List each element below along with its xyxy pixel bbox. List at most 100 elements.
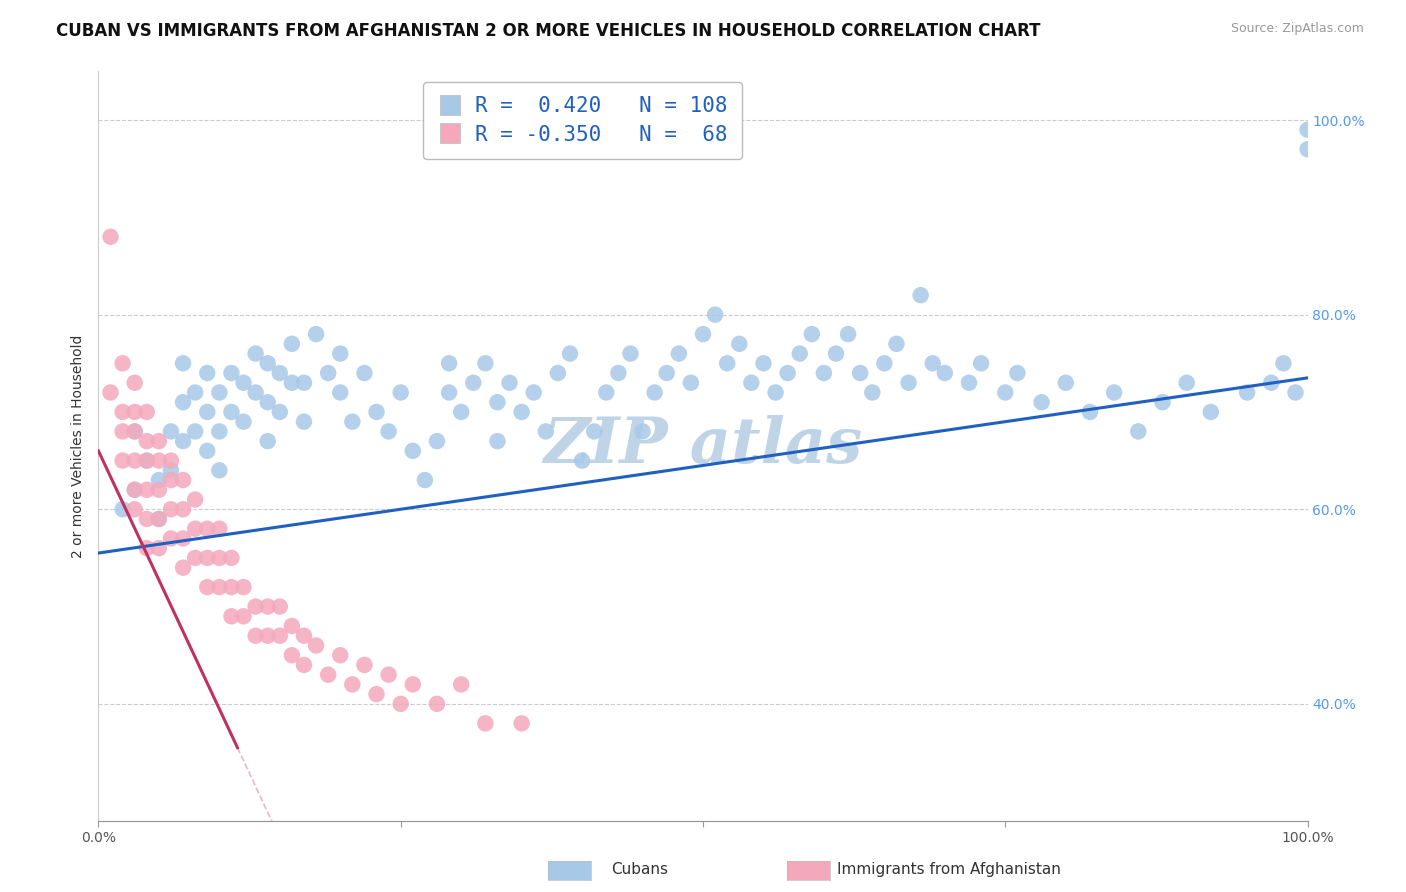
Point	[437, 356, 460, 370]
Point	[184, 492, 207, 507]
Point	[1128, 425, 1150, 439]
Point	[208, 425, 231, 439]
Point	[245, 346, 267, 360]
Point	[281, 619, 304, 633]
Point	[111, 405, 134, 419]
Point	[160, 463, 183, 477]
Point	[232, 609, 254, 624]
Point	[679, 376, 702, 390]
Point	[135, 405, 157, 419]
Point	[195, 443, 218, 458]
Point	[571, 453, 593, 467]
Point	[886, 336, 908, 351]
Point	[124, 453, 146, 467]
Point	[269, 405, 291, 419]
Point	[195, 522, 218, 536]
Point	[124, 502, 146, 516]
Point	[148, 512, 170, 526]
Point	[232, 376, 254, 390]
Point	[100, 229, 122, 244]
Point	[124, 483, 146, 497]
Point	[316, 366, 339, 380]
Point	[232, 580, 254, 594]
Point	[256, 629, 278, 643]
Point	[765, 385, 787, 400]
Point	[195, 550, 218, 565]
Point	[292, 415, 315, 429]
Point	[849, 366, 872, 380]
Point	[148, 473, 170, 487]
Point	[245, 599, 267, 614]
Point	[256, 434, 278, 449]
Point	[595, 385, 617, 400]
Point	[389, 385, 412, 400]
Point	[474, 356, 496, 370]
Point	[111, 356, 134, 370]
Point	[135, 541, 157, 556]
Y-axis label: 2 or more Vehicles in Household: 2 or more Vehicles in Household	[72, 334, 86, 558]
Point	[195, 366, 218, 380]
Point	[111, 425, 134, 439]
Point	[353, 366, 375, 380]
Point	[377, 667, 399, 681]
Point	[329, 346, 352, 360]
Point	[426, 434, 449, 449]
Point	[195, 580, 218, 594]
Point	[716, 356, 738, 370]
Point	[342, 677, 364, 691]
Legend: R =  0.420   N = 108, R = -0.350   N =  68: R = 0.420 N = 108, R = -0.350 N = 68	[422, 82, 742, 160]
Point	[221, 609, 243, 624]
Point	[305, 327, 328, 342]
Point	[619, 346, 641, 360]
Point	[208, 580, 231, 594]
Point	[256, 395, 278, 409]
Point	[789, 346, 811, 360]
Point	[184, 550, 207, 565]
Point	[135, 512, 157, 526]
Point	[111, 502, 134, 516]
Point	[1296, 122, 1319, 136]
Point	[1102, 385, 1125, 400]
Point	[740, 376, 762, 390]
Point	[111, 453, 134, 467]
Point	[534, 425, 557, 439]
Point	[1054, 376, 1077, 390]
Point	[825, 346, 848, 360]
Point	[124, 376, 146, 390]
Point	[184, 522, 207, 536]
Point	[1236, 385, 1258, 400]
Point	[813, 366, 835, 380]
Point	[450, 677, 472, 691]
Point	[135, 453, 157, 467]
Point	[450, 405, 472, 419]
Point	[221, 550, 243, 565]
Point	[510, 405, 533, 419]
Point	[474, 716, 496, 731]
Point	[547, 366, 569, 380]
Point	[256, 356, 278, 370]
Point	[160, 502, 183, 516]
Point	[1078, 405, 1101, 419]
Point	[329, 385, 352, 400]
Point	[148, 512, 170, 526]
Point	[1260, 376, 1282, 390]
Point	[728, 336, 751, 351]
Point	[208, 463, 231, 477]
Point	[160, 532, 183, 546]
Point	[1199, 405, 1222, 419]
Point	[426, 697, 449, 711]
Point	[100, 385, 122, 400]
Point	[124, 425, 146, 439]
Point	[463, 376, 485, 390]
Point	[172, 560, 194, 574]
Point	[184, 425, 207, 439]
Point	[1031, 395, 1053, 409]
Point	[1007, 366, 1029, 380]
Point	[644, 385, 666, 400]
Text: ZIP atlas: ZIP atlas	[543, 416, 863, 476]
Point	[498, 376, 520, 390]
Point	[837, 327, 859, 342]
Point	[342, 415, 364, 429]
Point	[292, 657, 315, 672]
Point	[160, 425, 183, 439]
